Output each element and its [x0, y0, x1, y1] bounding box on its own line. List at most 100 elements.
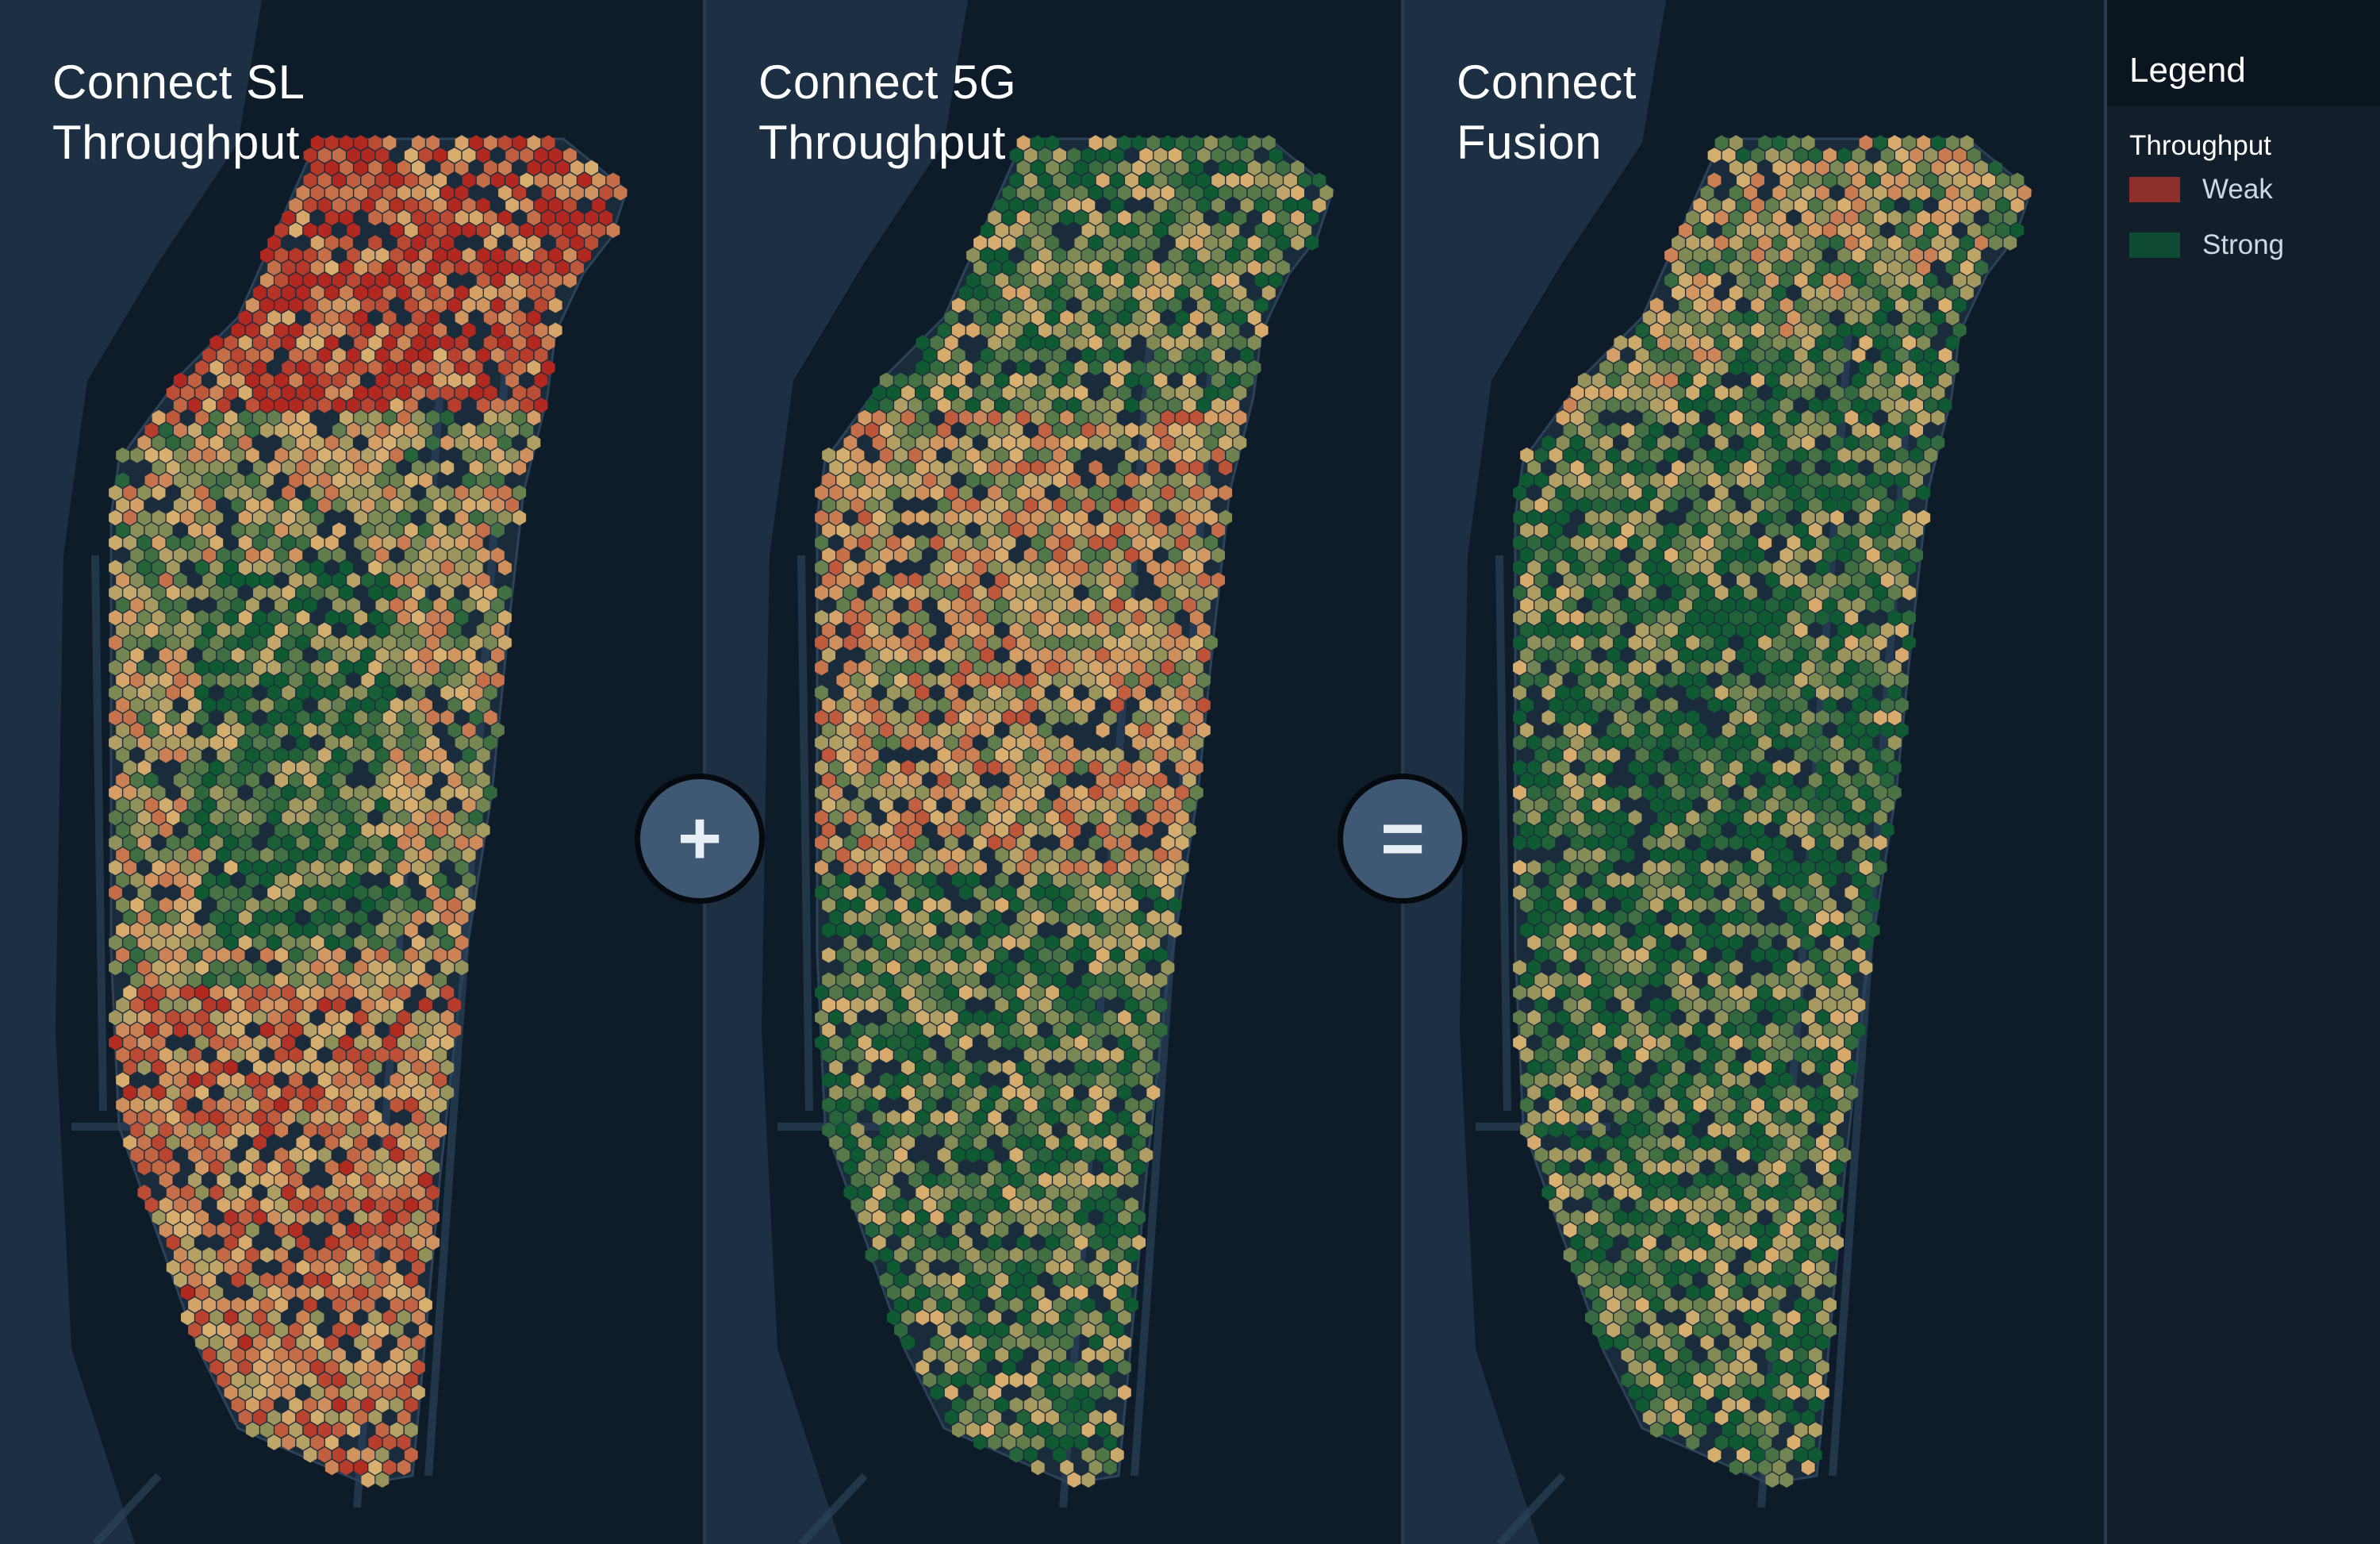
- hex-cell: [1002, 835, 1016, 851]
- hex-cell: [1642, 459, 1656, 476]
- hex-cell: [1917, 159, 1931, 176]
- hex-cell: [1837, 148, 1852, 163]
- hex-cell: [1053, 647, 1066, 663]
- hex-cell: [1722, 198, 1736, 213]
- hex-cell: [375, 747, 390, 763]
- hex-cell: [1175, 135, 1189, 151]
- hex-cell: [822, 522, 835, 538]
- hex-cell: [347, 622, 360, 638]
- map-panel-connect-sl[interactable]: Connect SL Throughput: [0, 0, 703, 1544]
- hex-cell: [260, 647, 274, 663]
- hex-cell: [995, 447, 1009, 463]
- hex-cell: [1146, 509, 1161, 526]
- hex-cell: [1038, 198, 1052, 213]
- hex-cell: [1002, 785, 1016, 801]
- hex-cell: [1118, 809, 1131, 826]
- hex-cell: [245, 1347, 259, 1363]
- hex-cell: [1577, 447, 1591, 463]
- hex-cell: [1801, 459, 1815, 476]
- hex-cell: [137, 909, 152, 926]
- hex-cell: [959, 785, 973, 801]
- hex-cell: [1189, 685, 1203, 701]
- hex-cell: [282, 959, 296, 976]
- hex-cell: [289, 497, 303, 513]
- hex-cell: [375, 972, 390, 988]
- hex-cell: [1125, 672, 1138, 688]
- hex-cell: [426, 985, 440, 1001]
- hex-cell: [1110, 1172, 1124, 1188]
- hex-cell: [1139, 697, 1154, 713]
- hex-cell: [981, 272, 994, 288]
- hex-cell: [296, 785, 310, 801]
- map-panel-connect-fusion[interactable]: Connect Fusion: [1404, 0, 2104, 1544]
- hex-cell: [1211, 422, 1225, 438]
- hex-cell: [534, 398, 548, 413]
- hex-cell: [404, 922, 418, 938]
- hex-cell: [901, 835, 915, 851]
- hex-cell: [440, 385, 455, 401]
- hex-cell: [224, 659, 238, 676]
- hex-cell: [973, 559, 987, 576]
- hex-cell: [1016, 1309, 1031, 1326]
- hex-cell: [347, 398, 360, 413]
- hex-cell: [382, 1135, 397, 1150]
- hex-cell: [137, 985, 152, 1001]
- hex-cell: [1125, 472, 1138, 488]
- hex-cell: [455, 185, 469, 201]
- hex-cell: [1910, 447, 1923, 463]
- hex-cell: [166, 835, 180, 851]
- map-panel-connect-5g[interactable]: Connect 5G Throughput: [706, 0, 1401, 1544]
- hex-cell: [412, 209, 425, 226]
- hex-cell: [916, 1159, 930, 1176]
- hex-cell: [303, 348, 317, 363]
- hex-cell: [1211, 398, 1225, 413]
- hex-map-connect-sl[interactable]: [0, 0, 703, 1544]
- hex-cell: [476, 497, 490, 513]
- hex-cell: [1081, 872, 1096, 888]
- hex-cell: [1118, 1259, 1131, 1276]
- hex-cell: [231, 547, 245, 563]
- hex-cell: [217, 847, 231, 863]
- hex-cell: [1175, 585, 1189, 601]
- hex-cell: [1772, 185, 1787, 201]
- hex-cell: [1146, 235, 1161, 251]
- hex-cell: [375, 772, 390, 788]
- hex-cell: [282, 909, 296, 926]
- hex-cell: [951, 922, 965, 938]
- hex-cell: [1031, 159, 1045, 176]
- hex-cell: [361, 1272, 375, 1288]
- hex-map-connect-fusion[interactable]: [1404, 0, 2104, 1544]
- hex-cell: [253, 509, 267, 526]
- hex-cell: [944, 585, 958, 601]
- hex-cell: [505, 372, 519, 388]
- hex-cell: [267, 1285, 281, 1300]
- hex-cell: [397, 535, 411, 551]
- hex-cell: [2010, 172, 2025, 188]
- hex-cell: [238, 1035, 252, 1050]
- hex-cell: [166, 709, 180, 726]
- hex-cell: [419, 1247, 432, 1263]
- hex-cell: [1060, 1209, 1074, 1226]
- hex-cell: [1009, 572, 1023, 588]
- hex-cell: [217, 722, 231, 738]
- hex-cell: [354, 1059, 368, 1076]
- hex-cell: [1744, 435, 1757, 451]
- hex-cell: [1060, 1235, 1074, 1250]
- hex-cell: [433, 522, 447, 538]
- hex-cell: [865, 997, 879, 1013]
- hex-cell: [988, 585, 1002, 601]
- hex-cell: [1938, 298, 1952, 313]
- hex-cell: [1628, 459, 1642, 476]
- hex-map-connect-5g[interactable]: [706, 0, 1401, 1544]
- hex-cell: [858, 635, 872, 651]
- hex-cell: [1873, 459, 1887, 476]
- hex-cell: [815, 535, 828, 551]
- hex-cell: [1125, 398, 1138, 413]
- hex-cell: [850, 672, 865, 688]
- hex-cell: [1830, 285, 1844, 301]
- hex-cell: [578, 222, 591, 238]
- hex-cell: [390, 722, 404, 738]
- hex-cell: [253, 1335, 267, 1350]
- hex-cell: [455, 785, 469, 801]
- hex-cell: [1038, 572, 1052, 588]
